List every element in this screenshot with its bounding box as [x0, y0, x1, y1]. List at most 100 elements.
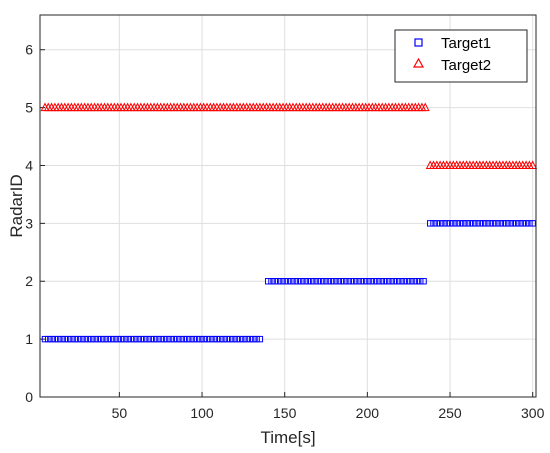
point-target1	[486, 220, 493, 227]
point-target1	[380, 278, 388, 285]
point-target1	[68, 335, 75, 343]
point-target1	[253, 335, 260, 343]
point-target1	[114, 335, 121, 343]
point-target1	[350, 278, 358, 285]
point-target1	[529, 220, 536, 227]
point-target1	[127, 335, 135, 343]
point-target1	[203, 335, 211, 343]
point-target1	[430, 220, 437, 227]
point-target1	[111, 335, 118, 343]
point-target1	[354, 278, 361, 285]
point-target1	[197, 335, 204, 343]
point-target1	[264, 278, 272, 285]
point-target1	[377, 278, 384, 285]
point-target1	[364, 278, 371, 285]
point-target1	[443, 220, 450, 227]
point-target1	[187, 335, 194, 343]
point-target1	[307, 278, 315, 285]
point-target1	[137, 335, 145, 343]
point-target1	[226, 335, 234, 343]
point-target1	[274, 278, 282, 285]
point-target1	[58, 335, 65, 343]
point-target2	[420, 102, 430, 112]
point-target1	[357, 278, 364, 285]
y-tick-label: 5	[25, 100, 33, 116]
point-target1	[397, 278, 404, 285]
point-target1	[134, 335, 141, 343]
x-tick-label: 250	[438, 405, 462, 421]
point-target1	[190, 335, 197, 343]
point-target1	[288, 278, 295, 285]
point-target1	[317, 278, 325, 285]
point-target1	[246, 335, 254, 343]
point-target1	[503, 220, 510, 227]
point-target1	[393, 278, 401, 285]
point-target1	[236, 335, 244, 343]
point-target1	[243, 335, 250, 343]
point-target1	[150, 335, 158, 343]
point-target1	[268, 278, 275, 285]
point-target1	[387, 278, 394, 285]
point-target1	[101, 335, 108, 343]
tick-labels: 50 100 150 200 250 300 0 1 2 3 4 5 6	[25, 42, 544, 421]
point-target1	[84, 335, 92, 343]
point-target1	[193, 335, 201, 343]
point-target1	[344, 278, 351, 285]
point-target1	[331, 278, 338, 285]
point-target1	[417, 278, 424, 285]
legend-label-target1: Target1	[441, 35, 491, 52]
point-target1	[207, 335, 214, 343]
point-target1	[294, 278, 302, 285]
point-target1	[220, 335, 227, 343]
y-tick-label: 1	[25, 331, 33, 347]
point-target1	[433, 220, 441, 227]
point-target1	[240, 335, 247, 343]
point-target1	[516, 220, 523, 227]
point-target1	[217, 335, 224, 343]
x-tick-label: 150	[273, 405, 297, 421]
point-target1	[374, 278, 381, 285]
x-axis-label: Time[s]	[260, 428, 315, 447]
point-target1	[213, 335, 221, 343]
x-tick-label: 200	[356, 405, 380, 421]
point-target1	[334, 278, 341, 285]
point-target1	[413, 278, 421, 285]
point-target1	[456, 220, 464, 227]
data-marks	[40, 102, 538, 343]
point-target1	[210, 335, 217, 343]
point-target1	[177, 335, 184, 343]
point-target1	[327, 278, 335, 285]
point-target1	[223, 335, 231, 343]
point-target1	[180, 335, 188, 343]
point-target1	[281, 278, 288, 285]
point-target1	[384, 278, 391, 285]
point-target1	[144, 335, 151, 343]
point-target1	[71, 335, 78, 343]
point-target1	[341, 278, 348, 285]
point-target1	[476, 220, 483, 227]
point-target1	[157, 335, 164, 343]
point-target1	[407, 278, 414, 285]
point-target1	[337, 278, 345, 285]
point-target1	[436, 220, 444, 227]
legend-marker-target2	[412, 57, 425, 68]
point-target1	[154, 335, 161, 343]
point-target1	[230, 335, 237, 343]
point-target1	[370, 278, 378, 285]
y-tick-label: 4	[25, 157, 33, 173]
point-target1	[450, 220, 457, 227]
y-tick-label: 6	[25, 42, 33, 58]
point-target1	[420, 278, 427, 285]
point-target1	[48, 335, 55, 343]
point-target1	[121, 335, 128, 343]
point-target1	[453, 220, 460, 227]
point-target1	[298, 278, 305, 285]
point-target1	[463, 220, 470, 227]
point-target1	[304, 278, 312, 285]
point-target1	[410, 278, 417, 285]
point-target1	[440, 220, 447, 227]
point-target1	[88, 335, 95, 343]
point-target1	[74, 335, 82, 343]
point-target1	[314, 278, 321, 285]
point-target1	[512, 220, 520, 227]
